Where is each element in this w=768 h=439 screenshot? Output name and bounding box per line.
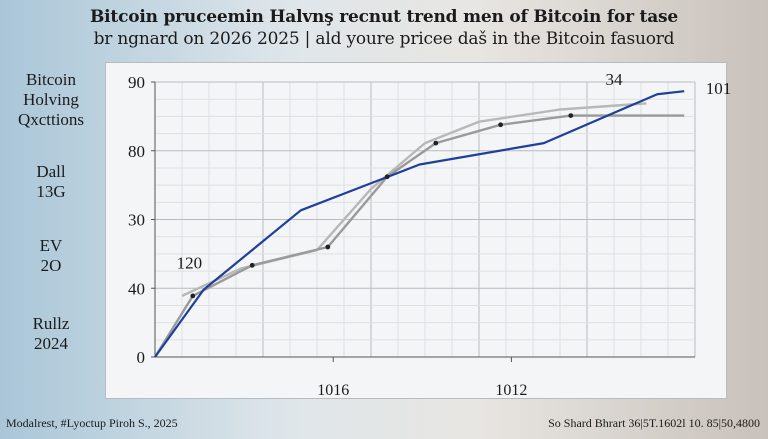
annotation-label: 120 bbox=[177, 253, 203, 272]
side-label-3: EV 2O bbox=[0, 236, 102, 276]
data-point bbox=[325, 244, 331, 250]
y-tick-label: 90 bbox=[128, 73, 145, 92]
side-label-1-line-3: Qxcttions bbox=[17, 110, 85, 129]
chart-title: Bitcoin pruceemin Halvnş recnut trend me… bbox=[89, 7, 679, 27]
side-label-1-line-1: Bitcoin bbox=[25, 70, 77, 89]
data-point bbox=[498, 122, 503, 128]
y-tick-label: 30 bbox=[128, 211, 145, 230]
y-tick-label: 80 bbox=[128, 142, 145, 161]
data-point bbox=[249, 262, 255, 268]
footer-right-text: So Shard Bhrart 36|5T.1602l 10. 85|50,48… bbox=[548, 416, 760, 430]
data-point bbox=[384, 174, 390, 180]
side-label-4-line-2: 2024 bbox=[34, 334, 68, 353]
data-point bbox=[433, 140, 439, 146]
y-tick-label: 40 bbox=[128, 279, 145, 298]
chart-subtitle: br ngnard on 2026 2025 | ald youre price… bbox=[93, 29, 675, 49]
side-label-3-line-2: 2O bbox=[40, 256, 62, 275]
data-point bbox=[568, 113, 574, 119]
series-line-main bbox=[154, 90, 685, 358]
x-tick-label: 1012 bbox=[495, 382, 527, 399]
side-label-4-line-1: Rullz bbox=[32, 314, 70, 333]
footer-left-text: Modalrest, #Lyoctup Piroh S., 2025 bbox=[6, 416, 178, 430]
side-label-2-line-1: Dall bbox=[36, 162, 66, 181]
side-label-4: Rullz 2024 bbox=[0, 314, 102, 354]
x-tick-label: 1016 bbox=[317, 382, 349, 399]
side-label-2-line-2: 13G bbox=[36, 182, 66, 201]
side-label-2: Dall 13G bbox=[0, 162, 102, 202]
annotation-label: 101 bbox=[706, 79, 732, 98]
annotation-label: 34 bbox=[606, 70, 624, 89]
side-label-3-line-1: EV bbox=[39, 236, 63, 255]
y-tick-label: 0 bbox=[137, 348, 146, 367]
side-label-1-line-2: Holving bbox=[23, 90, 79, 109]
side-label-1: Bitcoin Holving Qxcttions bbox=[0, 70, 102, 130]
data-point bbox=[190, 293, 196, 299]
chart-title-block: Bitcoin pruceemin Halvnş recnut trend me… bbox=[0, 6, 768, 50]
